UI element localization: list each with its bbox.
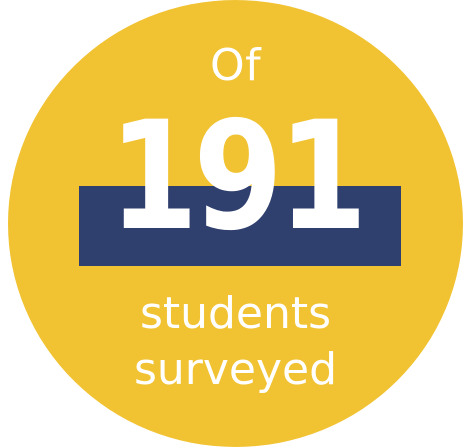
stat-suffix-line-1: students [139, 288, 332, 339]
navy-highlight-band [79, 186, 401, 266]
stat-suffix-line-2: surveyed [133, 344, 338, 395]
stat-suffix: students surveyed [0, 286, 471, 398]
stat-prefix: Of [209, 40, 262, 91]
stat-number: 191 [108, 90, 368, 264]
